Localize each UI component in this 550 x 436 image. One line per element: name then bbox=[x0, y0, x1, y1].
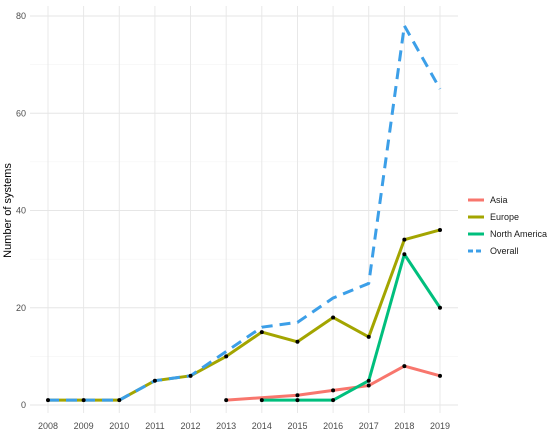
y-axis-tick-labels: 0 20 40 60 80 bbox=[16, 11, 26, 410]
data-point bbox=[295, 398, 300, 403]
minor-grid bbox=[30, 64, 458, 357]
x-tick-label: 2010 bbox=[109, 421, 129, 431]
major-grid bbox=[30, 6, 458, 413]
data-point bbox=[259, 398, 264, 403]
x-tick-label: 2013 bbox=[216, 421, 236, 431]
x-tick-label: 2008 bbox=[38, 421, 58, 431]
legend-label-europe: Europe bbox=[490, 212, 519, 222]
legend: Asia Europe North America Overall bbox=[468, 195, 547, 256]
y-tick-label: 60 bbox=[16, 108, 26, 118]
y-tick-label: 80 bbox=[16, 11, 26, 21]
data-point bbox=[81, 398, 86, 403]
x-tick-label: 2016 bbox=[323, 421, 343, 431]
data-point bbox=[366, 383, 371, 388]
legend-label-overall: Overall bbox=[490, 246, 519, 256]
data-point bbox=[438, 305, 442, 310]
data-point bbox=[402, 252, 407, 257]
data-point bbox=[259, 330, 264, 335]
data-point bbox=[438, 373, 442, 378]
y-tick-label: 20 bbox=[16, 303, 26, 313]
data-point bbox=[295, 339, 300, 344]
x-tick-label: 2017 bbox=[359, 421, 379, 431]
data-point bbox=[117, 398, 122, 403]
x-tick-label: 2019 bbox=[430, 421, 450, 431]
legend-label-asia: Asia bbox=[490, 195, 508, 205]
data-point bbox=[331, 398, 336, 403]
data-point bbox=[366, 334, 371, 339]
data-point bbox=[152, 378, 157, 383]
x-tick-label: 2014 bbox=[252, 421, 272, 431]
series-line-europe bbox=[48, 228, 441, 402]
x-tick-label: 2012 bbox=[181, 421, 201, 431]
x-axis-tick-labels: 2008 2009 2010 2011 2012 2013 2014 2015 2016 2017… bbox=[38, 421, 450, 431]
x-tick-label: 2011 bbox=[145, 421, 164, 431]
y-axis-title: Number of systems bbox=[2, 163, 14, 258]
x-tick-label: 2015 bbox=[287, 421, 307, 431]
series-line-north-america bbox=[261, 252, 442, 402]
data-point bbox=[224, 398, 229, 403]
data-point bbox=[438, 227, 442, 232]
data-point bbox=[402, 364, 407, 369]
y-tick-label: 40 bbox=[16, 206, 26, 216]
x-tick-label: 2018 bbox=[394, 421, 414, 431]
y-tick-label: 0 bbox=[21, 400, 26, 410]
data-point bbox=[402, 237, 407, 242]
data-point bbox=[224, 354, 229, 359]
legend-label-north-america: North America bbox=[490, 229, 547, 239]
series-line-asia bbox=[226, 364, 441, 402]
data-point bbox=[46, 398, 50, 403]
data-point bbox=[366, 378, 371, 383]
data-point bbox=[295, 393, 300, 398]
series-lines bbox=[48, 24, 442, 402]
data-point bbox=[331, 388, 336, 393]
series-points bbox=[46, 227, 442, 403]
data-point bbox=[331, 315, 336, 320]
x-tick-label: 2009 bbox=[74, 421, 94, 431]
data-point bbox=[188, 373, 193, 378]
